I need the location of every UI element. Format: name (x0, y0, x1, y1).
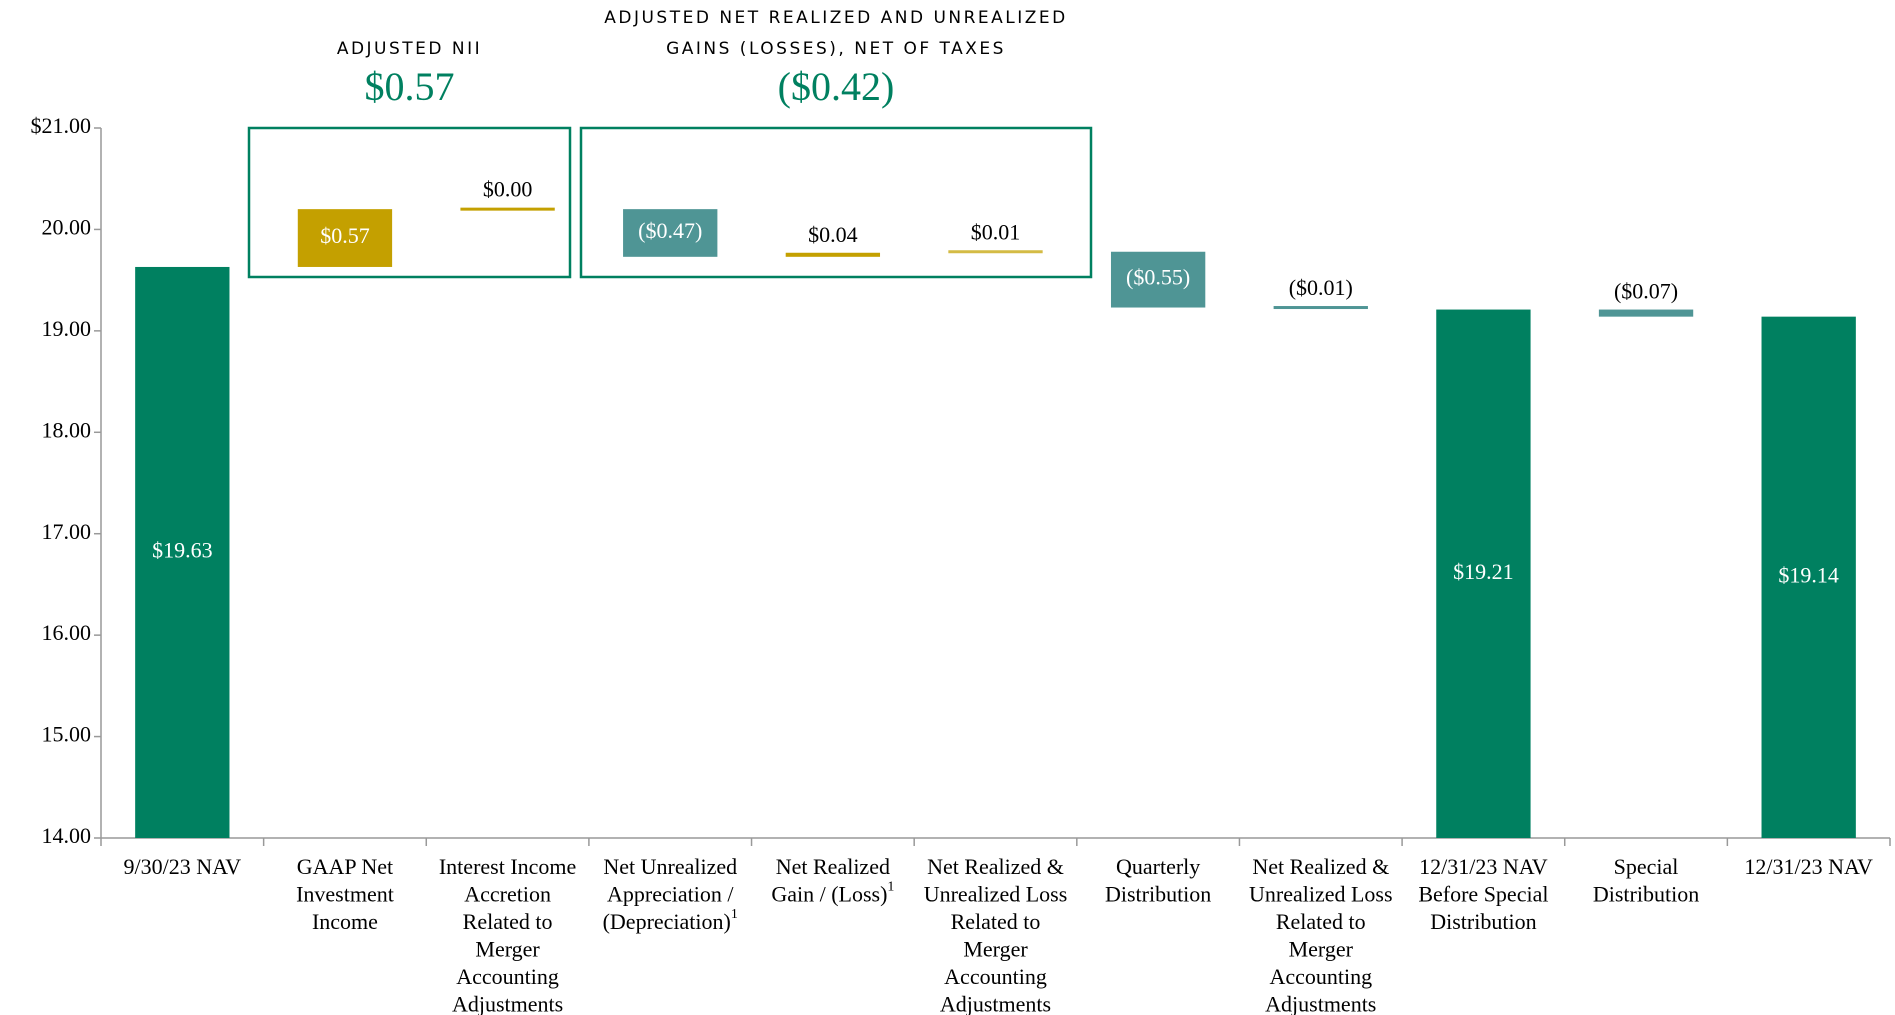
group-title: ADJUSTED NII (337, 39, 482, 59)
x-tick-label-line: Quarterly (1116, 854, 1200, 879)
x-tick-label-line: Related to (951, 909, 1041, 934)
group-title: ADJUSTED NET REALIZED AND UNREALIZED (604, 8, 1068, 28)
x-tick-label-line: Net Unrealized (603, 854, 737, 879)
x-tick-label-line: Distribution (1105, 882, 1211, 907)
x-tick-label-line: GAAP Net (297, 854, 393, 879)
x-tick-label-line: Related to (1276, 909, 1366, 934)
x-tick-label-line: Adjustments (940, 992, 1051, 1015)
bar (297, 209, 393, 267)
x-tick-label-line: 12/31/23 NAV (1744, 854, 1873, 879)
value-label: $0.00 (483, 177, 533, 202)
footnote-mark: 1 (731, 907, 738, 922)
x-tick-label-line: Accounting (944, 964, 1047, 989)
bar (135, 266, 230, 838)
x-tick-label-line: Adjustments (452, 992, 563, 1015)
x-tick-label-line: Accretion (464, 882, 551, 907)
value-label: $0.57 (320, 223, 370, 248)
value-label: ($0.47) (638, 218, 702, 243)
y-tick-label: $21.00 (31, 113, 92, 138)
bar (1598, 309, 1694, 317)
x-tick-label: Net Realized Gain / (Loss)1 (771, 854, 894, 907)
value-label: $19.14 (1778, 562, 1839, 587)
x-tick-label: GAAP Net Investment Income (296, 854, 394, 934)
group-value: ($0.42) (778, 64, 895, 109)
x-tick-label-line: Special (1614, 854, 1679, 879)
y-tick-label: 18.00 (42, 417, 92, 442)
value-label: $19.21 (1453, 559, 1514, 584)
x-tick-label-line: Merger (1289, 937, 1354, 962)
x-tick-label-line: Appreciation / (607, 882, 734, 907)
value-label: ($0.01) (1289, 275, 1353, 300)
x-tick-label: Interest Income Accretion Related to Merger… (439, 854, 576, 1015)
value-label: ($0.07) (1614, 279, 1678, 304)
value-label: $0.04 (808, 222, 858, 247)
bar (1436, 309, 1531, 838)
x-tick-label-line: 9/30/23 NAV (124, 854, 242, 879)
x-tick-label-line: Net Realized (776, 854, 890, 879)
x-tick-label-line: Investment (296, 882, 394, 907)
value-label: $19.63 (152, 538, 213, 563)
group-box (579, 126, 1093, 279)
x-tick-label-line: Related to (463, 909, 553, 934)
x-tick-label: Net Unrealized Appreciation / (Depreciatio… (603, 854, 738, 934)
x-tick-label-line: Merger (963, 937, 1028, 962)
x-tick-label: 9/30/23 NAV (124, 854, 242, 879)
group-value: $0.57 (365, 64, 455, 109)
x-tick-label-line: Income (312, 909, 378, 934)
value-label: $0.01 (971, 219, 1021, 244)
value-label: ($0.55) (1126, 265, 1190, 290)
x-tick-label-line: Gain / (Loss) (771, 882, 887, 907)
bar (623, 209, 718, 257)
x-tick-label-line: Accounting (456, 964, 559, 989)
bar (785, 252, 881, 257)
x-tick-label-line: Unrealized Loss (1249, 882, 1393, 907)
y-tick-label: 15.00 (42, 722, 92, 747)
footnote-mark: 1 (887, 880, 894, 895)
x-tick-label: 12/31/23 NAV (1744, 854, 1873, 879)
x-tick-label-line: (Depreciation) (603, 909, 731, 934)
x-tick-label-line: Merger (475, 937, 540, 962)
group-box (247, 126, 572, 279)
x-tick-label-line: Distribution (1430, 909, 1536, 934)
x-tick-label-line: Net Realized & (1252, 854, 1389, 879)
y-tick-label: 17.00 (42, 519, 92, 544)
x-tick-label-line: Distribution (1593, 882, 1699, 907)
bar (1273, 306, 1368, 310)
x-tick-label: 12/31/23 NAV Before Special Distribution (1418, 854, 1548, 934)
x-tick-label-line: Unrealized Loss (924, 882, 1068, 907)
bar (1761, 316, 1856, 839)
x-tick-label-line: Accounting (1269, 964, 1372, 989)
x-tick-label-line: Interest Income (439, 854, 576, 879)
bar (948, 250, 1043, 254)
x-tick-label-line: Net Realized & (927, 854, 1064, 879)
x-tick-label: Special Distribution (1593, 854, 1699, 907)
y-tick-label: 20.00 (42, 214, 92, 239)
bar (1110, 251, 1206, 308)
x-tick-label: Net Realized & Unrealized Loss Related to M… (924, 854, 1068, 1015)
x-tick-label-line: Adjustments (1265, 992, 1376, 1015)
group-title: GAINS (LOSSES), NET OF TAXES (666, 39, 1006, 59)
x-tick-label: Quarterly Distribution (1105, 854, 1211, 907)
x-tick-label-line: 12/31/23 NAV (1419, 854, 1548, 879)
y-tick-label: 14.00 (42, 823, 92, 848)
x-tick-label-line: Before Special (1418, 882, 1548, 907)
y-tick-label: 16.00 (42, 620, 92, 645)
x-tick-label: Net Realized & Unrealized Loss Related to M… (1249, 854, 1393, 1015)
y-tick-label: 19.00 (42, 316, 92, 341)
bar (460, 207, 555, 211)
